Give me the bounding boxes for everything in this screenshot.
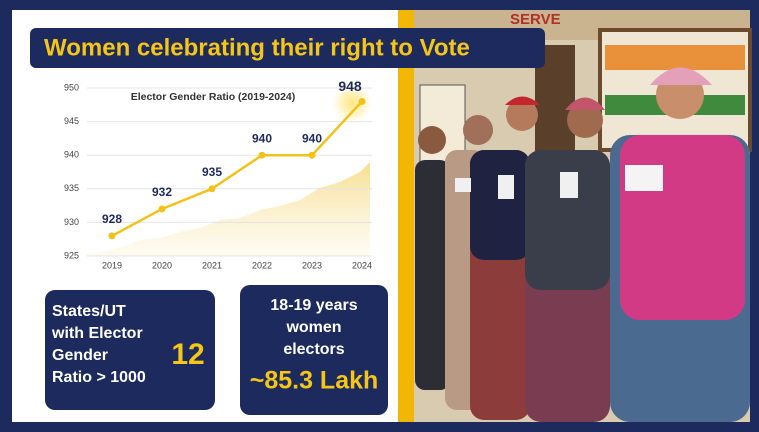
- title-banner: [30, 28, 545, 68]
- person-head: [463, 115, 493, 145]
- stat-label: 18-19 years: [270, 297, 357, 314]
- y-tick-label: 945: [64, 116, 79, 126]
- y-tick-label: 935: [64, 183, 79, 193]
- x-tick-label: 2023: [302, 260, 322, 270]
- photo: SERVE: [398, 10, 752, 422]
- y-tick-label: 940: [64, 150, 79, 160]
- stat-label: electors: [283, 341, 344, 358]
- point: [258, 151, 266, 159]
- photo-strip: [398, 10, 414, 422]
- line: [111, 100, 363, 237]
- data-label: 940: [302, 131, 322, 145]
- voter-card: [498, 175, 514, 199]
- x-tick-label: 2020: [152, 260, 172, 270]
- chart: Elector Gender Ratio (2019-2024) 925 930 9…: [64, 78, 372, 270]
- stat-value: ~85.3 Lakh: [250, 367, 379, 395]
- data-label: 948: [338, 78, 362, 94]
- poster-band: [605, 45, 745, 70]
- highlight-glow: [332, 83, 372, 123]
- person: [415, 160, 450, 390]
- voter-card: [455, 178, 471, 192]
- person-jacket: [620, 135, 745, 320]
- page-title: Women celebrating their right to Vote: [44, 34, 470, 61]
- x-tick-label: 2024: [352, 260, 372, 270]
- stat-label: women: [285, 319, 341, 336]
- point: [358, 97, 366, 105]
- scarf: [565, 97, 605, 110]
- voter-card: [625, 165, 663, 191]
- data-label: 932: [152, 185, 172, 199]
- point: [158, 205, 166, 213]
- data-label: 940: [252, 131, 272, 145]
- x-tick-label: 2021: [202, 260, 222, 270]
- person-head: [567, 102, 603, 138]
- person-jacket: [470, 150, 530, 260]
- data-label: 935: [202, 165, 222, 179]
- cap: [505, 96, 540, 105]
- cap: [650, 67, 712, 85]
- wall-sign: SERVE: [510, 11, 561, 28]
- point: [208, 185, 216, 193]
- data-label: 928: [102, 212, 122, 226]
- stat-box: [240, 285, 388, 415]
- y-tick-label: 930: [64, 217, 79, 227]
- stat-label: with Elector: [51, 325, 143, 342]
- chart-title: Elector Gender Ratio (2019-2024): [131, 91, 296, 103]
- background-area: [87, 162, 370, 256]
- point: [308, 151, 316, 159]
- person-head: [418, 126, 446, 154]
- voter-card: [560, 172, 578, 198]
- stat-box: [45, 290, 215, 410]
- people: [415, 67, 750, 422]
- y-tick-label: 950: [64, 82, 79, 92]
- person-jacket: [525, 150, 610, 290]
- stat-label: Ratio > 1000: [52, 369, 146, 386]
- x-tick-label: 2022: [252, 260, 272, 270]
- stat-label: Gender: [52, 347, 108, 364]
- point: [108, 232, 116, 240]
- x-tick-label: 2019: [102, 260, 122, 270]
- stat-value: 12: [171, 338, 204, 371]
- person-head: [506, 99, 538, 131]
- stat-label: States/UT: [52, 303, 126, 320]
- y-tick-label: 925: [64, 250, 79, 260]
